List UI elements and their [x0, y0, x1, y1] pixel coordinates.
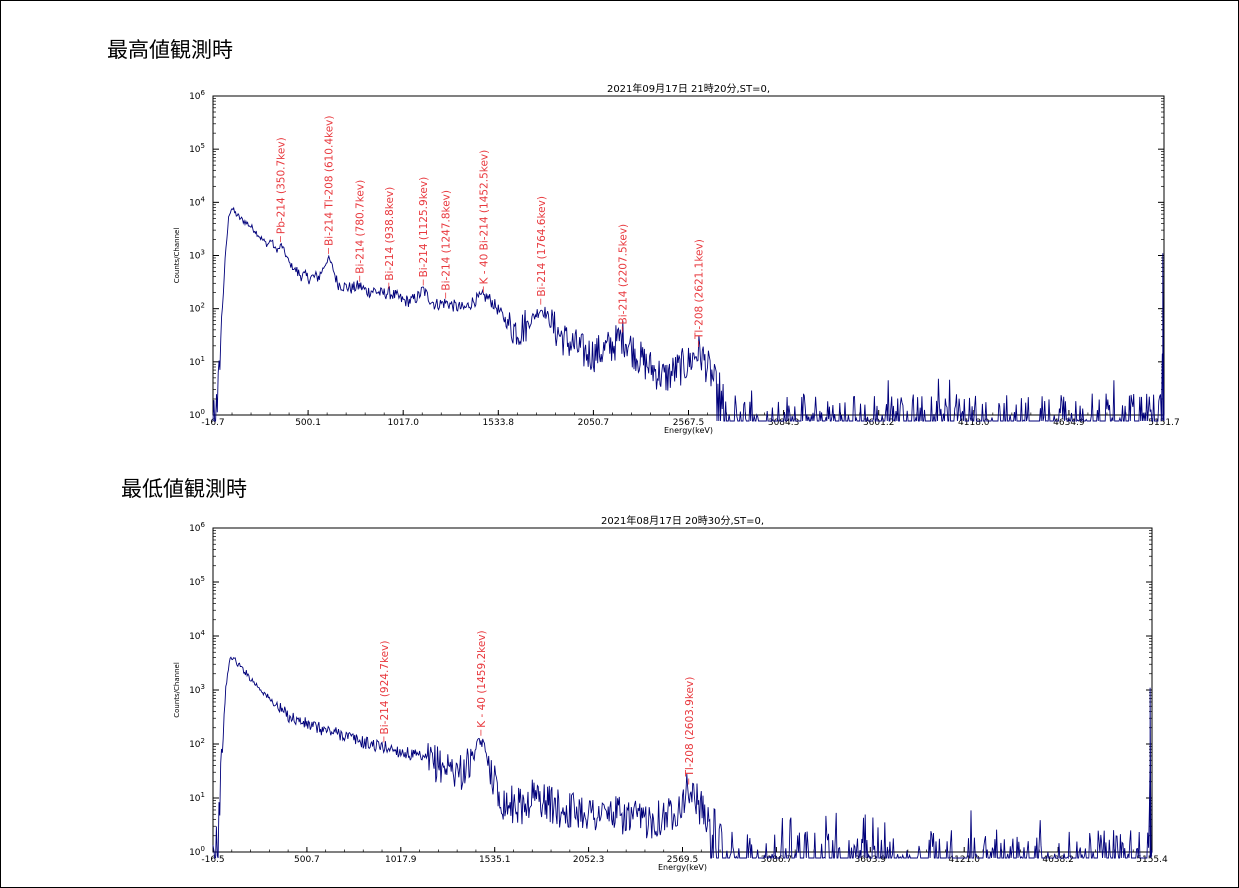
x-tick-label: 2569.5 — [667, 855, 699, 865]
x-axis-label: Energy(keV) — [664, 426, 713, 435]
x-tick-label: 4634.9 — [1053, 418, 1085, 428]
x-tick-label: 1533.8 — [483, 418, 515, 428]
x-tick-label: 4118.0 — [958, 418, 990, 428]
peak-label: Bi-214 (2207.5kev) — [617, 224, 629, 325]
x-axis-label: Energy(keV) — [658, 863, 707, 872]
y-tick-label: 100 — [189, 408, 205, 421]
y-tick-label: 105 — [189, 575, 205, 588]
x-tick-label: 4638.2 — [1042, 855, 1074, 865]
x-tick-label: 1017.9 — [385, 855, 417, 865]
x-tick-label: 3086.7 — [761, 855, 793, 865]
y-tick-label: 101 — [189, 791, 205, 804]
peak-label: Bi-214 (1764.6kev) — [536, 196, 548, 297]
x-tick-label: 5151.7 — [1148, 418, 1180, 428]
y-tick-label: 106 — [189, 89, 205, 102]
peak-label: Bi-214 (780.7kev) — [355, 180, 367, 274]
x-tick-label: 3603.9 — [855, 855, 887, 865]
peak-label: Bi-214 (1247.8kev) — [441, 190, 453, 291]
spectrum-line — [212, 206, 1165, 423]
chart-title: 2021年09月17日 21時20分,ST=0, — [607, 82, 770, 95]
y-tick-label: 106 — [189, 521, 205, 534]
y-tick-label: 102 — [189, 302, 205, 315]
x-tick-label: -16.7 — [201, 418, 224, 428]
chart-title: 2021年08月17日 20時30分,ST=0, — [601, 514, 764, 527]
section-title-min: 最低値観測時 — [121, 477, 247, 501]
peak-label: Bi-214 (1125.9kev) — [418, 177, 430, 278]
y-tick-label: 103 — [189, 249, 205, 262]
peak-label: Pb-214 (350.7kev) — [276, 137, 288, 234]
y-tick-label: 104 — [189, 629, 205, 642]
x-tick-label: 3084.3 — [768, 418, 800, 428]
y-axis-label: Counts/Channel — [173, 662, 181, 718]
y-tick-label: 103 — [189, 683, 205, 696]
x-tick-label: 2567.5 — [673, 418, 705, 428]
spectrum-chart-min: 2021年08月17日 20時30分,ST=0, -16.5 500.7 1017.9… — [173, 514, 1168, 872]
spectrum-line — [212, 656, 1153, 860]
x-tick-label: 2052.3 — [573, 855, 605, 865]
x-tick-label: 5155.4 — [1136, 855, 1168, 865]
y-tick-label: 105 — [189, 142, 205, 155]
spectrum-chart-max: 2021年09月17日 21時20分,ST=0, -16.7 500.1 1017.0… — [173, 82, 1180, 435]
peak-label: K - 40 (1459.2kev) — [476, 630, 488, 727]
peak-label: K - 40 Bi-214 (1452.5kev) — [478, 150, 490, 285]
peak-label: Bi-214 (924.7kev) — [379, 641, 391, 735]
peak-label: Bi-214 Tl-208 (610.4kev) — [323, 116, 335, 246]
x-tick-label: 1535.1 — [479, 855, 511, 865]
x-tick-label: 1017.0 — [387, 418, 419, 428]
y-axis-label: Counts/Channel — [173, 228, 181, 284]
y-tick-label: 101 — [189, 355, 205, 368]
x-tick-label: 500.7 — [294, 855, 320, 865]
x-tick-label: 3601.2 — [863, 418, 895, 428]
section-title-max: 最高値観測時 — [107, 38, 233, 62]
x-tick-label: -16.5 — [201, 855, 224, 865]
x-tick-label: 4121.0 — [948, 855, 980, 865]
y-tick-label: 104 — [189, 195, 205, 208]
peak-label: Tl-208 (2621.1kev) — [693, 239, 705, 340]
peak-label: Tl-208 (2603.9kev) — [684, 677, 696, 778]
peak-label: Bi-214 (938.8kev) — [384, 187, 396, 281]
y-tick-label: 102 — [189, 737, 205, 750]
y-tick-label: 100 — [189, 845, 205, 858]
x-tick-label: 2050.7 — [578, 418, 610, 428]
x-tick-label: 500.1 — [295, 418, 321, 428]
